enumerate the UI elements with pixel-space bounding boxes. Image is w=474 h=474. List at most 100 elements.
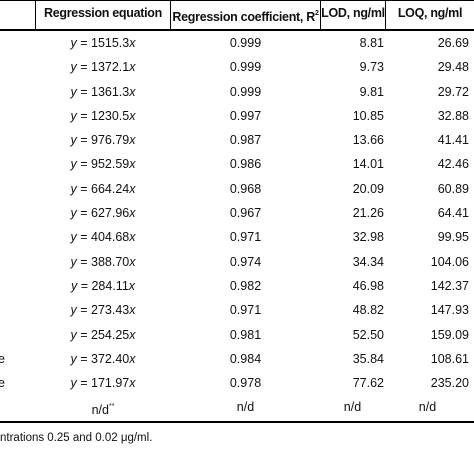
loq-value: 108.61 <box>430 351 469 366</box>
regression-coefficient: 0.974 <box>229 254 262 269</box>
table-row: y = 1230.5x 0.997 10.85 32.88 <box>0 104 474 128</box>
lod-value: 52.50 <box>352 327 384 342</box>
loq-value: 235.20 <box>430 376 469 391</box>
row-name <box>0 201 30 225</box>
loq-value: 26.69 <box>437 36 469 50</box>
lod-value: 9.81 <box>359 84 384 99</box>
regression-coefficient: n/d <box>236 400 255 415</box>
regression-coefficient: 0.968 <box>229 181 262 196</box>
header-regression-coefficient: Regression coefficient, R2 <box>171 0 320 29</box>
column-divider <box>385 0 386 29</box>
table-row: y = 1372.1x 0.999 9.73 29.48 <box>0 55 474 79</box>
regression-equation: y = 388.70x <box>70 254 136 269</box>
column-divider <box>170 0 171 29</box>
table-row: y = 1361.3x 0.999 9.81 29.72 <box>0 80 474 104</box>
table-row: y = 627.96x 0.967 21.26 64.41 <box>0 201 474 225</box>
loq-value: 104.06 <box>430 254 469 269</box>
table-row: y = 952.59x 0.986 14.01 42.46 <box>0 152 474 176</box>
table-body: y = 1515.3x 0.999 8.81 26.69 y = 1372.1x… <box>0 31 474 420</box>
row-name <box>0 298 30 322</box>
table-row: y = 388.70x 0.974 34.34 104.06 <box>0 250 474 274</box>
lod-value: 20.09 <box>352 181 384 196</box>
regression-coefficient: 0.987 <box>229 133 262 148</box>
regression-equation: n/d** <box>91 403 115 418</box>
table-header: Regression equation Regression coefficie… <box>0 0 474 29</box>
loq-value: 29.48 <box>437 60 469 75</box>
table-row-not-detected: n/d** n/d n/d n/d <box>0 395 474 419</box>
regression-equation: y = 254.25x <box>70 327 136 342</box>
row-name <box>0 31 30 55</box>
lod-value: 21.26 <box>352 206 384 221</box>
regression-equation: y = 404.68x <box>70 230 136 245</box>
column-divider <box>320 0 321 29</box>
loq-value: 147.93 <box>430 303 469 318</box>
loq-value: 159.09 <box>430 327 469 342</box>
header-coefficient-label: Regression coefficient, R <box>172 10 315 24</box>
lod-value: 13.66 <box>352 133 384 148</box>
loq-value: 60.89 <box>437 181 469 196</box>
lod-value: n/d <box>343 400 362 415</box>
table-top-rule <box>0 0 474 1</box>
regression-equation: y = 171.97x <box>70 376 136 391</box>
row-name <box>0 55 30 79</box>
table-row: e y = 372.40x 0.984 35.84 108.61 <box>0 347 474 371</box>
regression-coefficient: 0.986 <box>229 157 262 172</box>
regression-equation: y = 664.24x <box>70 181 136 196</box>
table-footnote: ntrations 0.25 and 0.02 μg/ml. <box>0 432 153 444</box>
regression-coefficient: 0.984 <box>229 351 262 366</box>
regression-coefficient: 0.999 <box>229 36 262 50</box>
table-row: y = 976.79x 0.987 13.66 41.41 <box>0 128 474 152</box>
regression-coefficient: 0.978 <box>229 376 262 391</box>
row-name <box>0 177 30 201</box>
row-name <box>0 152 30 176</box>
loq-value: 99.95 <box>437 230 469 245</box>
regression-equation: y = 1361.3x <box>70 84 136 99</box>
regression-equation: y = 952.59x <box>70 157 136 172</box>
table-row: e y = 171.97x 0.978 77.62 235.20 <box>0 371 474 395</box>
regression-equation: y = 627.96x <box>70 206 136 221</box>
row-name <box>0 80 30 104</box>
header-coefficient-superscript: 2 <box>314 10 319 17</box>
footnote-marker: ** <box>108 403 115 411</box>
table-row: y = 404.68x 0.971 32.98 99.95 <box>0 225 474 249</box>
row-name <box>0 323 30 347</box>
table-row: y = 664.24x 0.968 20.09 60.89 <box>0 177 474 201</box>
table-row: y = 273.43x 0.971 48.82 147.93 <box>0 298 474 322</box>
table-row: y = 1515.3x 0.999 8.81 26.69 <box>0 31 474 55</box>
regression-equation: y = 976.79x <box>70 133 136 148</box>
regression-equation: y = 372.40x <box>70 351 136 366</box>
lod-value: 10.85 <box>352 108 384 123</box>
regression-coefficient: 0.967 <box>229 206 262 221</box>
row-name: e <box>0 351 5 366</box>
row-name <box>0 104 30 128</box>
regression-coefficient: 0.981 <box>229 327 262 342</box>
table-row: y = 284.11x 0.982 46.98 142.37 <box>0 274 474 298</box>
header-loq: LOQ, ng/ml <box>397 6 463 20</box>
header-lod: LOD, ng/ml <box>321 6 385 20</box>
regression-equation: y = 273.43x <box>70 303 136 318</box>
lod-value: 8.81 <box>359 36 384 50</box>
row-name: e <box>0 376 5 391</box>
regression-coefficient: 0.999 <box>229 60 262 75</box>
regression-equation: y = 1372.1x <box>70 60 136 75</box>
loq-value: n/d <box>418 400 437 415</box>
regression-coefficient: 0.997 <box>229 108 262 123</box>
regression-equation: y = 284.11x <box>70 278 136 293</box>
regression-coefficient: 0.999 <box>229 84 262 99</box>
row-name <box>0 128 30 152</box>
loq-value: 29.72 <box>437 84 469 99</box>
lod-value: 77.62 <box>352 376 384 391</box>
regression-coefficient: 0.971 <box>229 230 262 245</box>
regression-equation: y = 1230.5x <box>70 108 136 123</box>
loq-value: 142.37 <box>430 278 469 293</box>
table-row: y = 254.25x 0.981 52.50 159.09 <box>0 323 474 347</box>
loq-value: 42.46 <box>437 157 469 172</box>
loq-value: 32.88 <box>437 108 469 123</box>
header-regression-equation: Regression equation <box>44 6 162 20</box>
regression-coefficient: 0.971 <box>229 303 262 318</box>
lod-value: 48.82 <box>352 303 384 318</box>
table-bottom-rule <box>0 421 474 423</box>
lod-value: 32.98 <box>352 230 384 245</box>
loq-value: 41.41 <box>437 133 469 148</box>
loq-value: 64.41 <box>437 206 469 221</box>
